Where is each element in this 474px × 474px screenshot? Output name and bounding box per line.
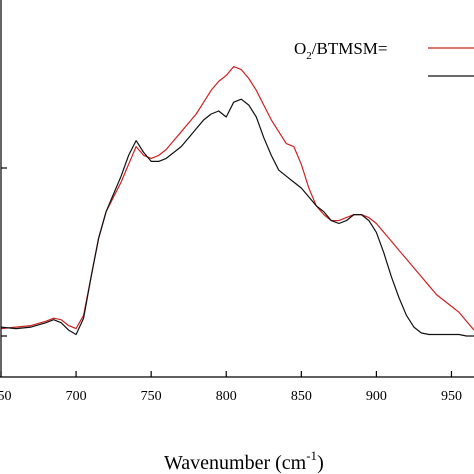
x-tick-label: 850 <box>291 389 312 404</box>
x-axis-title: Wavenumber (cm-1) <box>164 448 324 474</box>
x-tick-label: 650 <box>0 389 12 404</box>
series-layer <box>0 66 474 337</box>
legend: O2/BTMSM= <box>294 39 474 77</box>
x-tick-label: 800 <box>216 389 237 404</box>
series-line-1 <box>0 66 474 331</box>
x-tick-label: 950 <box>441 389 462 404</box>
series-line-2 <box>0 98 474 337</box>
x-ticks: 650 700 750 800 850 900 950 <box>0 371 462 404</box>
x-tick-label: 700 <box>66 389 87 404</box>
x-tick-label: 750 <box>141 389 162 404</box>
legend-label: O2/BTMSM= <box>294 39 388 62</box>
x-tick-label: 900 <box>366 389 387 404</box>
